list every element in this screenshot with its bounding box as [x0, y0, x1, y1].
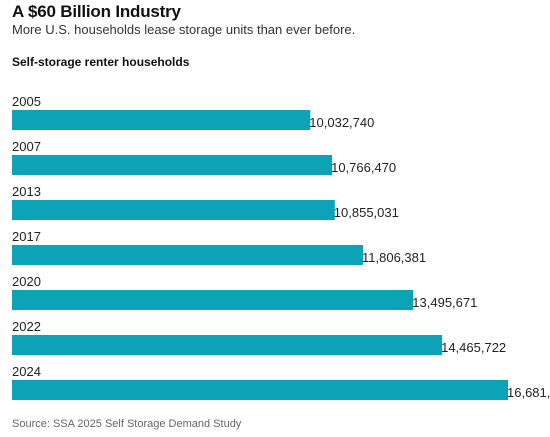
category-label: 2022 — [12, 319, 41, 334]
chart-label: Self-storage renter households — [12, 55, 190, 69]
value-label: 14,465,722 — [441, 340, 506, 355]
bar-chart: 2005 10,032,740 2007 10,766,470 2013 10,855,0… — [12, 94, 550, 400]
category-label: 2007 — [12, 139, 41, 154]
chart-subtitle: More U.S. households lease storage units… — [12, 22, 356, 37]
source-note: Source: SSA 2025 Self Storage Demand Stu… — [12, 418, 242, 430]
category-label: 2024 — [12, 364, 41, 379]
chart-title: A $60 Billion Industry — [12, 2, 181, 21]
bar — [12, 380, 508, 400]
bar — [12, 110, 311, 130]
bar — [12, 200, 335, 220]
value-label: 10,855,031 — [334, 205, 399, 220]
value-label: 16,681,383 — [507, 385, 550, 400]
bar — [12, 155, 333, 175]
category-label: 2020 — [12, 274, 41, 289]
category-label: 2005 — [12, 94, 41, 109]
value-label: 11,806,381 — [362, 250, 426, 265]
value-label: 10,766,470 — [331, 160, 396, 175]
value-label: 10,032,740 — [309, 115, 374, 130]
category-label: 2017 — [12, 229, 41, 244]
bar — [12, 335, 443, 355]
bar — [12, 245, 363, 265]
value-label: 13,495,671 — [412, 295, 477, 310]
bar — [12, 290, 414, 310]
category-label: 2013 — [12, 184, 41, 199]
